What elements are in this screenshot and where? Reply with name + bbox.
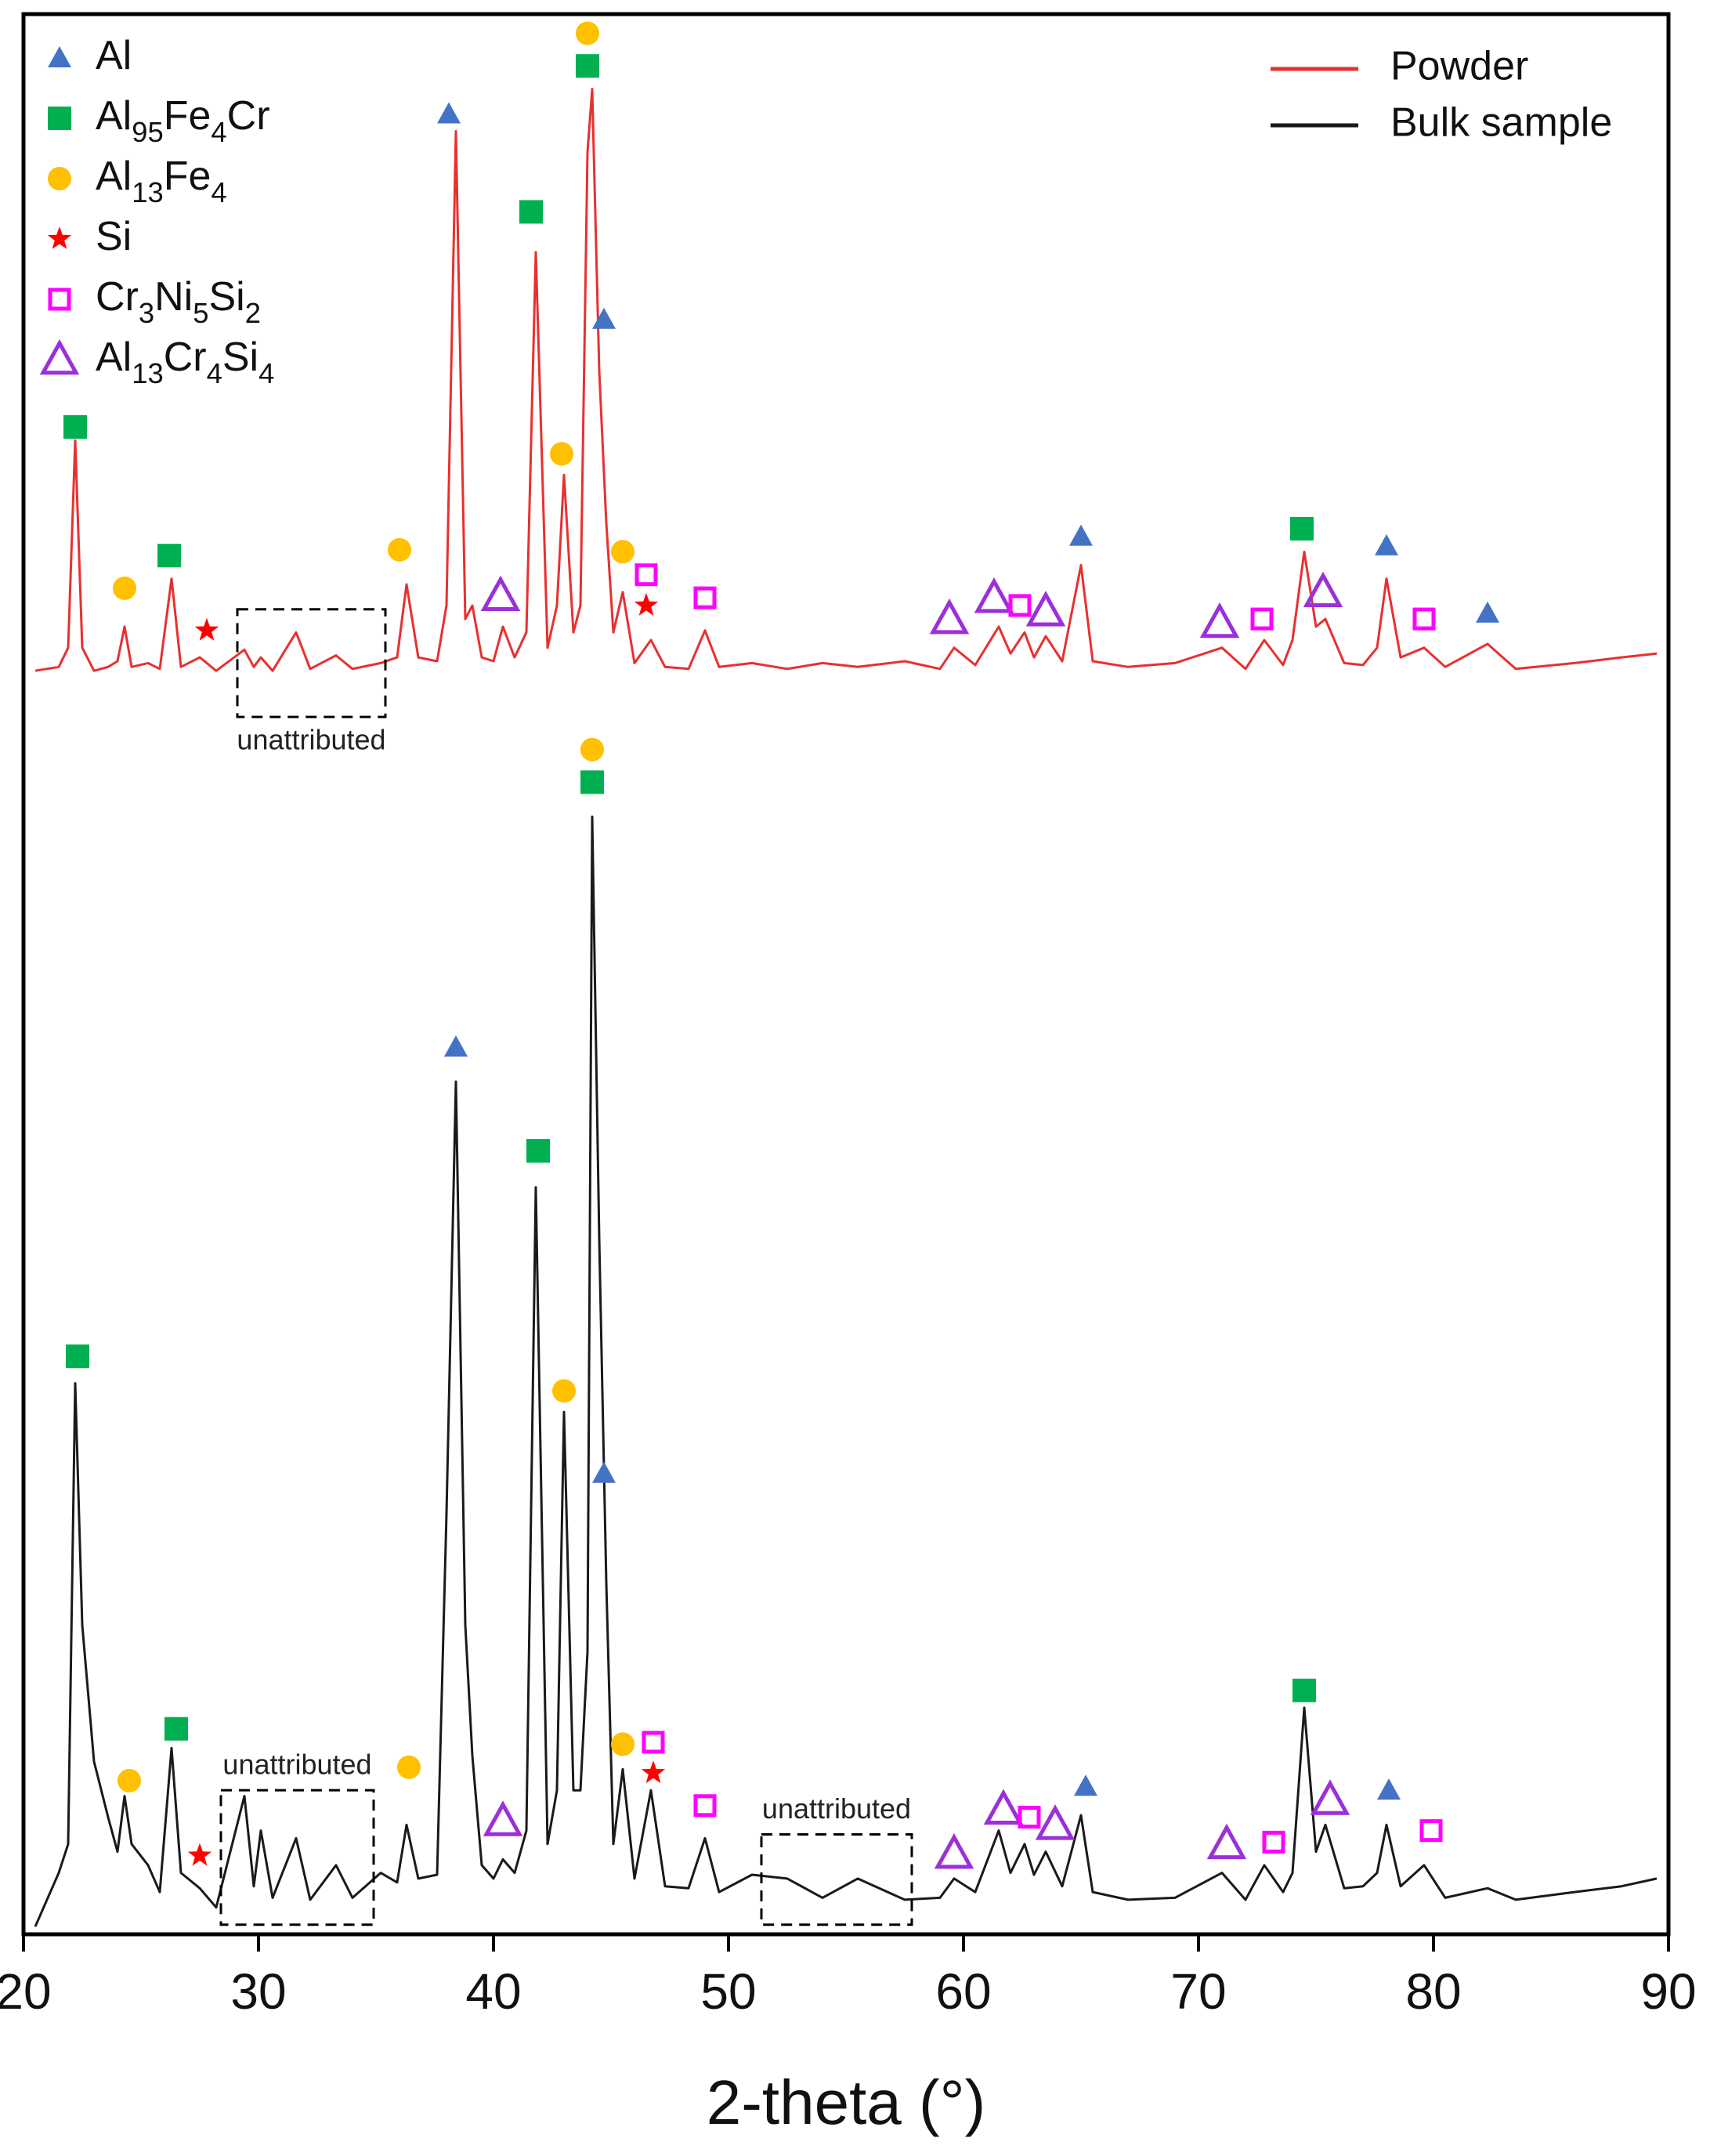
phase-marker (929, 598, 970, 635)
phase-marker (693, 586, 717, 610)
phase-marker (1008, 594, 1032, 617)
plot-frame (21, 12, 1671, 1937)
legend-marker (48, 288, 71, 311)
phase-marker (611, 1732, 634, 1756)
legend-marker (48, 46, 71, 67)
phase-marker (1069, 524, 1093, 546)
x-tick-label: 50 (700, 1963, 756, 2020)
phase-marker (519, 200, 543, 224)
phase-marker (480, 575, 521, 611)
phase-marker (974, 577, 1014, 613)
legend-marker (48, 107, 71, 130)
x-tick-label: 30 (230, 1963, 286, 2020)
x-tick-label: 40 (465, 1963, 521, 2020)
phase-marker (552, 1379, 576, 1403)
legend-label: Si (96, 214, 132, 259)
annotation-label: unattributed (762, 1792, 911, 1825)
x-tick-label: 20 (0, 1963, 52, 2020)
phase-marker (642, 1731, 665, 1754)
legend-label: Al (96, 33, 132, 78)
legend-label: Al13Cr4Si4 (96, 335, 274, 389)
phase-marker (1035, 1804, 1076, 1840)
phase-marker (113, 576, 136, 600)
x-tick-label: 60 (935, 1963, 991, 2020)
phase-marker (934, 1832, 974, 1869)
series-legend: Powder Bulk sample (1271, 44, 1612, 146)
phase-marker (576, 54, 599, 78)
annotation-label: unattributed (237, 724, 385, 756)
phase-marker (634, 563, 658, 587)
legend-label: Al95Fe4Cr (96, 93, 270, 148)
phase-marker (592, 307, 616, 329)
phase-marker (1375, 534, 1398, 555)
phase-marker (580, 737, 604, 761)
phase-marker (117, 1768, 141, 1792)
x-tick-label: 80 (1405, 1963, 1461, 2020)
phase-marker (194, 617, 219, 641)
phase-marker (580, 770, 604, 794)
legend-label: Al13Fe4 (96, 154, 227, 208)
legend-marker (48, 167, 71, 190)
phase-marker (1206, 1823, 1247, 1860)
phase-marker (634, 592, 659, 616)
phase-marker (1074, 1774, 1097, 1796)
phase-marker (483, 1800, 523, 1836)
phase-marker (1018, 1805, 1041, 1829)
annotation-box (219, 1789, 375, 1926)
phase-marker (157, 544, 181, 568)
series-line (34, 88, 1658, 672)
phase-marker (1310, 1779, 1350, 1815)
annotation-label: unattributed (222, 1749, 371, 1781)
phase-marker (388, 537, 411, 562)
phase-marker (611, 540, 634, 564)
phase-marker (1290, 516, 1314, 541)
phase-marker (437, 102, 461, 124)
phase-marker (526, 1138, 550, 1163)
legend-label: Cr3Ni5Si2 (96, 274, 261, 329)
phase-marker (1303, 571, 1343, 608)
phase-marker (592, 1461, 616, 1483)
phase-marker (1262, 1830, 1285, 1854)
annotation-box (760, 1833, 913, 1926)
phase-marker (1412, 607, 1436, 631)
phase-marker (1250, 607, 1274, 631)
phase-marker (693, 1794, 717, 1818)
phase-marker (1025, 591, 1066, 627)
legend-label: Powder (1390, 44, 1528, 89)
phase-legend: Al Al95Fe4Cr Al13Fe4 Si Cr3Ni5Si2 Al13Cr4Si4 (39, 33, 274, 389)
phase-marker (983, 1789, 1024, 1825)
phase-marker (1377, 1778, 1401, 1800)
phase-marker (1199, 602, 1240, 638)
phase-marker (397, 1755, 421, 1779)
phase-marker (550, 442, 573, 466)
phase-marker (63, 414, 87, 439)
annotation-box (236, 608, 387, 718)
phase-marker (576, 21, 599, 45)
phase-marker (1476, 601, 1499, 623)
phase-marker (444, 1035, 468, 1057)
x-tick-label: 70 (1170, 1963, 1226, 2020)
phase-marker (1419, 1819, 1443, 1843)
series-line (34, 816, 1658, 1927)
phase-marker (1292, 1678, 1316, 1702)
phase-marker (164, 1716, 188, 1741)
phase-marker (66, 1344, 89, 1369)
phase-marker (641, 1760, 666, 1784)
legend-marker (39, 338, 80, 375)
legend-marker (47, 226, 72, 249)
phase-marker (187, 1843, 212, 1866)
legend-label: Bulk sample (1390, 100, 1612, 146)
x-tick-label: 90 (1640, 1963, 1696, 2020)
x-axis-label: 2-theta (°) (707, 2067, 986, 2137)
